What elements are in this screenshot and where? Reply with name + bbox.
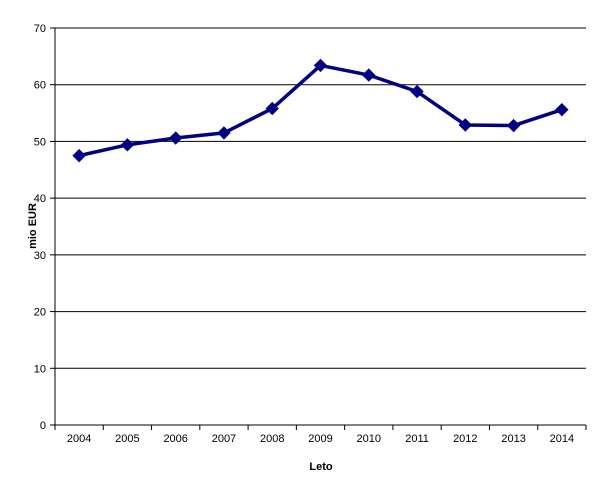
x-tick-label: 2004 [67, 433, 91, 445]
y-tick-label: 70 [34, 23, 46, 35]
data-point [72, 148, 86, 163]
x-tick-label: 2008 [260, 433, 284, 445]
x-tick-labels: 2004 2005 2006 2007 2008 2009 2010 2011 2012 2013… [67, 433, 574, 445]
x-tick-label: 2012 [453, 433, 477, 445]
gridlines [55, 27, 586, 369]
x-tick-label: 2011 [405, 433, 429, 445]
x-tick-label: 2014 [550, 433, 574, 445]
x-tick-label: 2007 [212, 433, 236, 445]
y-axis-label: mio EUR [27, 203, 39, 249]
y-tick-label: 10 [34, 363, 46, 375]
y-tick-label: 0 [40, 420, 46, 432]
y-tick-label: 20 [34, 307, 46, 319]
x-tick-label: 2005 [115, 433, 139, 445]
x-tick-label: 2006 [163, 433, 187, 445]
data-point [555, 102, 569, 117]
data-point [362, 68, 376, 82]
data-point [410, 84, 424, 99]
series-line [77, 63, 564, 158]
y-tick-labels: 0 10 20 30 40 50 60 70 [34, 23, 46, 432]
data-point [458, 118, 473, 132]
axes [50, 27, 587, 430]
data-point [168, 131, 183, 145]
data-point [265, 101, 279, 116]
x-tick-label: 2009 [308, 433, 332, 445]
x-tick-label: 2010 [357, 433, 381, 445]
y-tick-label: 50 [34, 136, 46, 148]
data-point [120, 138, 135, 152]
x-tick-label: 2013 [501, 433, 525, 445]
series-group [72, 58, 569, 163]
data-point [217, 126, 231, 140]
x-axis-label: Leto [309, 461, 333, 473]
data-point [506, 118, 521, 133]
y-tick-label: 60 [34, 80, 46, 92]
data-point [313, 58, 328, 73]
y-tick-label: 40 [34, 193, 46, 205]
y-tick-label: 30 [34, 250, 46, 262]
